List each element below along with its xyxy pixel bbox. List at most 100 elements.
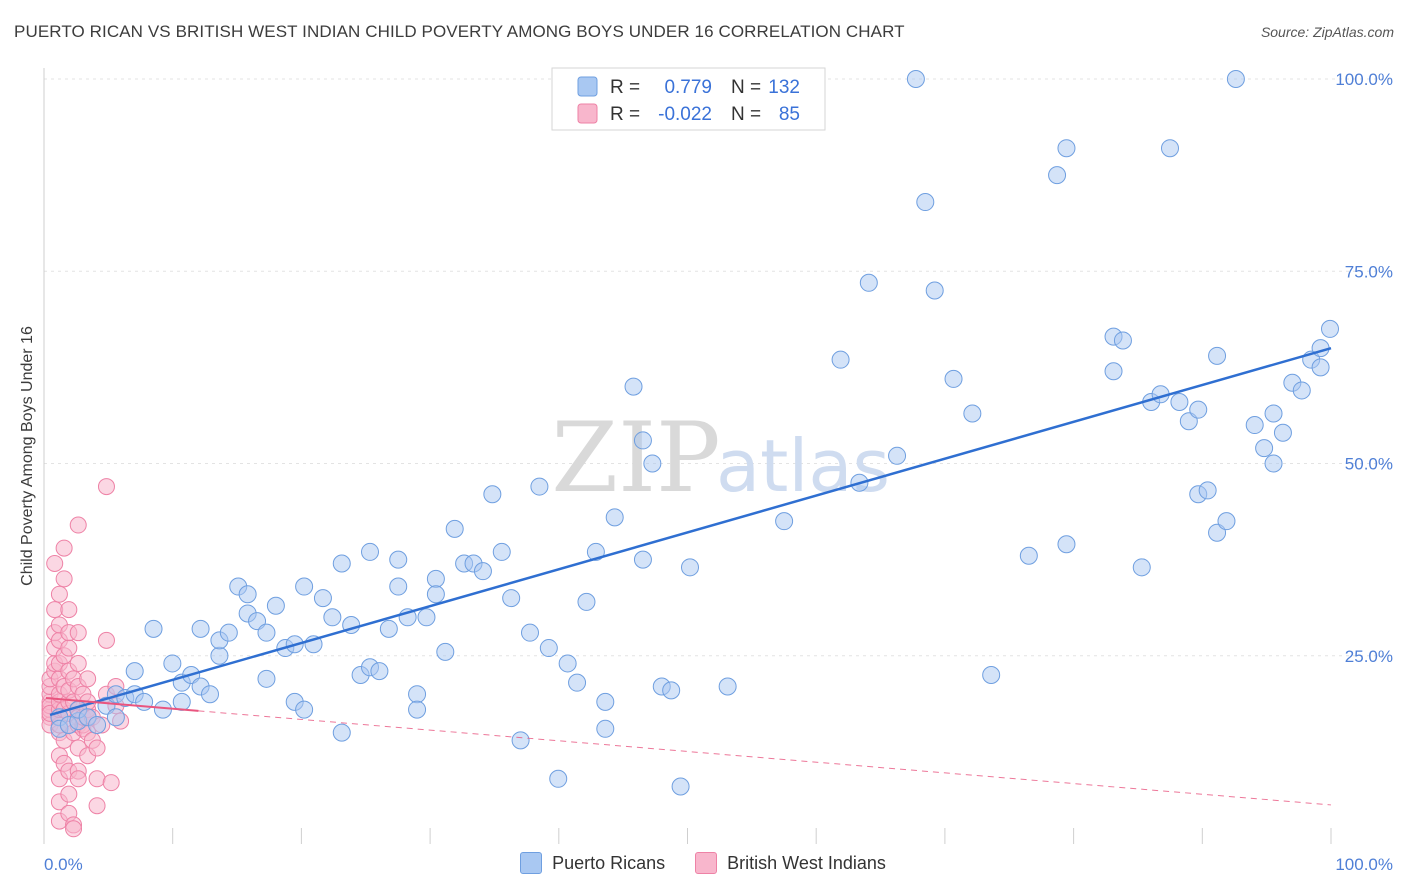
stats-n-value-puerto-ricans: 132	[768, 77, 800, 98]
pr-point-31	[257, 623, 276, 642]
pr-point-14	[144, 619, 163, 638]
pr-point-119	[1264, 404, 1283, 423]
pr-point-92	[916, 193, 935, 212]
pr-point-89	[859, 273, 878, 292]
pr-point-40	[323, 608, 342, 627]
pr-point-123	[1292, 381, 1311, 400]
pr-point-102	[1104, 362, 1123, 381]
stats-swatch-british-west-indians	[577, 103, 598, 124]
stats-r-value-puerto-ricans: 0.779	[664, 77, 712, 98]
bwi-point-31	[55, 539, 73, 557]
pr-point-58	[445, 519, 464, 538]
trend-line-puerto-ricans	[49, 346, 1332, 717]
pr-point-66	[521, 623, 539, 642]
pr-point-65	[511, 731, 530, 750]
stats-n-value-british-west-indians: 85	[779, 104, 800, 125]
pr-point-55	[426, 569, 445, 588]
pr-point-108	[1170, 392, 1189, 411]
pr-point-74	[596, 692, 615, 711]
stats-n-label-1: N =	[731, 77, 761, 98]
x-tick-label-0: 0.0%	[44, 855, 83, 874]
pr-point-48	[379, 619, 398, 638]
pr-point-84	[681, 558, 699, 577]
pr-point-93	[925, 281, 944, 300]
stats-swatch-puerto-ricans	[577, 76, 598, 97]
pr-point-96	[982, 665, 1001, 684]
pr-point-52	[408, 685, 427, 704]
y-tick-label-50: 50.0%	[1345, 455, 1393, 474]
pr-point-27	[238, 585, 257, 604]
legend-label-puerto-ricans: Puerto Ricans	[552, 852, 666, 873]
pr-point-91	[906, 70, 925, 88]
pr-point-56	[426, 585, 445, 604]
stats-r-label-1: R =	[610, 77, 640, 98]
pr-point-80	[643, 454, 662, 473]
pr-point-112	[1198, 481, 1217, 500]
pr-point-70	[558, 654, 577, 673]
pr-point-100	[1057, 535, 1076, 554]
pr-point-6	[88, 715, 107, 734]
bwi-point-80	[97, 631, 115, 649]
bwi-point-30	[55, 570, 73, 588]
watermark: ZIP atlas	[551, 402, 890, 514]
bwi-point-75	[88, 797, 106, 815]
pr-point-32	[266, 596, 285, 615]
legend-item-british-west-indians[interactable]: British West Indians	[695, 852, 886, 874]
pr-point-94	[944, 369, 963, 388]
bwi-point-25	[50, 585, 68, 603]
pr-point-115	[1217, 512, 1236, 531]
pr-point-95	[963, 404, 982, 423]
pr-point-75	[596, 719, 615, 738]
pr-point-104	[1132, 558, 1151, 577]
pr-point-8	[106, 708, 125, 727]
bwi-point-14	[46, 554, 64, 572]
pr-point-72	[577, 592, 596, 611]
pr-point-53	[408, 700, 427, 719]
pr-point-37	[295, 700, 314, 719]
stats-r-label-2: R =	[610, 104, 640, 125]
trend-lines	[45, 346, 1332, 806]
stats-r-value-british-west-indians: -0.022	[658, 104, 712, 125]
bwi-point-44	[60, 601, 78, 619]
bwi-point-77	[88, 739, 106, 757]
pr-point-46	[361, 542, 379, 561]
chart-title: PUERTO RICAN VS BRITISH WEST INDIAN CHIL…	[14, 22, 905, 41]
pr-point-85	[718, 677, 737, 696]
pr-point-121	[1273, 423, 1292, 442]
legend-swatch-blue	[520, 852, 543, 874]
pr-point-13	[135, 692, 154, 711]
pr-point-39	[313, 589, 332, 608]
pr-point-71	[568, 673, 587, 692]
legend-item-puerto-ricans[interactable]: Puerto Ricans	[520, 852, 665, 874]
pr-point-47	[370, 662, 389, 681]
pr-point-41	[332, 554, 351, 573]
pr-point-98	[1048, 166, 1067, 185]
bwi-point-62	[69, 770, 87, 788]
pr-point-63	[492, 542, 511, 561]
pr-point-116	[1226, 70, 1245, 88]
bwi-point-81	[97, 478, 115, 496]
watermark-atlas: atlas	[716, 424, 890, 508]
pr-point-68	[539, 639, 558, 658]
legend-swatch-pink	[695, 852, 718, 874]
trend-line-british-west-indians-solid	[45, 697, 199, 712]
pr-point-111	[1189, 400, 1208, 419]
bwi-point-54	[69, 624, 87, 642]
y-tick-label-100: 100.0%	[1335, 70, 1393, 89]
legend-label-british-west-indians: British West Indians	[727, 852, 886, 873]
pr-point-127	[1321, 319, 1339, 338]
pr-point-126	[1311, 358, 1330, 377]
pr-point-87	[831, 350, 850, 369]
pr-point-57	[436, 642, 455, 661]
pr-point-30	[257, 669, 276, 688]
pr-point-54	[417, 608, 436, 627]
y-tick-label-75: 75.0%	[1345, 262, 1393, 281]
pr-point-36	[295, 577, 314, 596]
tick-labels: 25.0% 50.0% 75.0% 100.0% 0.0% 100.0%	[44, 70, 1393, 874]
gridlines	[44, 78, 1394, 657]
pr-point-82	[662, 681, 681, 700]
pr-point-117	[1245, 416, 1264, 435]
bwi-point-42	[60, 639, 78, 657]
pr-point-118	[1255, 439, 1274, 458]
